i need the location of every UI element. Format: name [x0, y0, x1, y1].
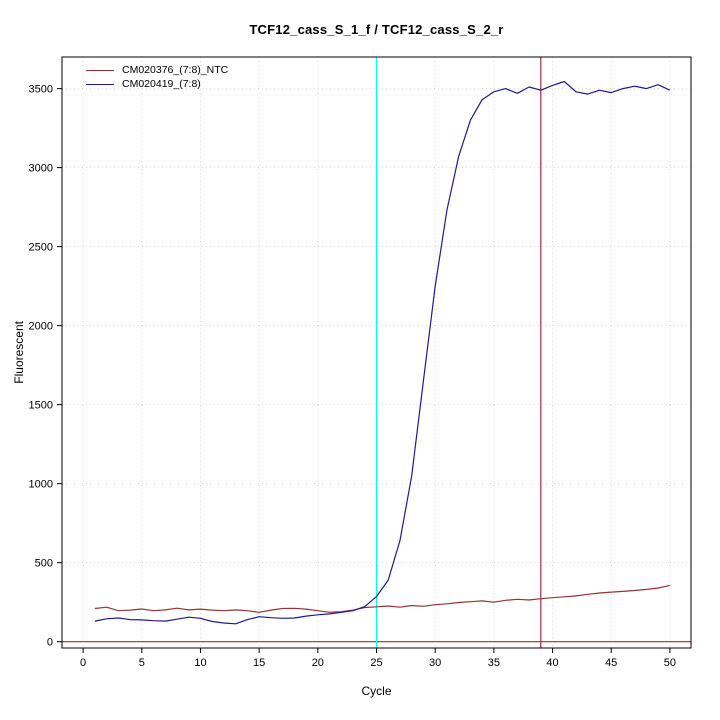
x-tick-label: 50 [664, 657, 676, 669]
y-tick-label: 3500 [29, 84, 53, 96]
y-axis-label-wrap: Fluorescent [10, 57, 28, 648]
x-tick-label: 20 [312, 657, 324, 669]
x-tick-label: 15 [253, 657, 265, 669]
series-line-0 [94, 584, 671, 613]
x-tick-label: 5 [139, 657, 145, 669]
legend-label-sample: CM020419_(7:8) [122, 78, 201, 90]
x-tick-label: 30 [429, 657, 441, 669]
y-tick-label: 3000 [29, 163, 53, 175]
legend-item-ntc: CM020376_(7:8)_NTC [86, 63, 228, 77]
y-tick-label: 2500 [29, 242, 53, 254]
y-tick-label: 0 [47, 637, 53, 649]
x-axis-label: Cycle [361, 684, 392, 698]
chart-title: TCF12_cass_S_1_f / TCF12_cass_S_2_r [249, 22, 504, 37]
gridlines [62, 57, 691, 648]
legend: CM020376_(7:8)_NTC CM020419_(7:8) [86, 63, 228, 91]
x-tick-label: 0 [80, 657, 86, 669]
x-tick-label: 45 [605, 657, 617, 669]
y-tick-label: 500 [35, 558, 53, 570]
y-axis-label: Fluorescent [12, 321, 26, 384]
series-line-1 [94, 80, 671, 625]
legend-line-sample-icon [86, 83, 114, 85]
y-tick-label: 1000 [29, 479, 53, 491]
y-tick-label: 1500 [29, 400, 53, 412]
x-tick-label: 40 [546, 657, 558, 669]
x-tick-label: 35 [488, 657, 500, 669]
x-tick-label: 10 [194, 657, 206, 669]
legend-label-ntc: CM020376_(7:8)_NTC [122, 64, 229, 76]
legend-line-ntc-icon [86, 69, 114, 71]
x-tick-label: 25 [370, 657, 382, 669]
legend-item-sample: CM020419_(7:8) [86, 77, 228, 91]
y-tick-label: 2000 [29, 321, 53, 333]
